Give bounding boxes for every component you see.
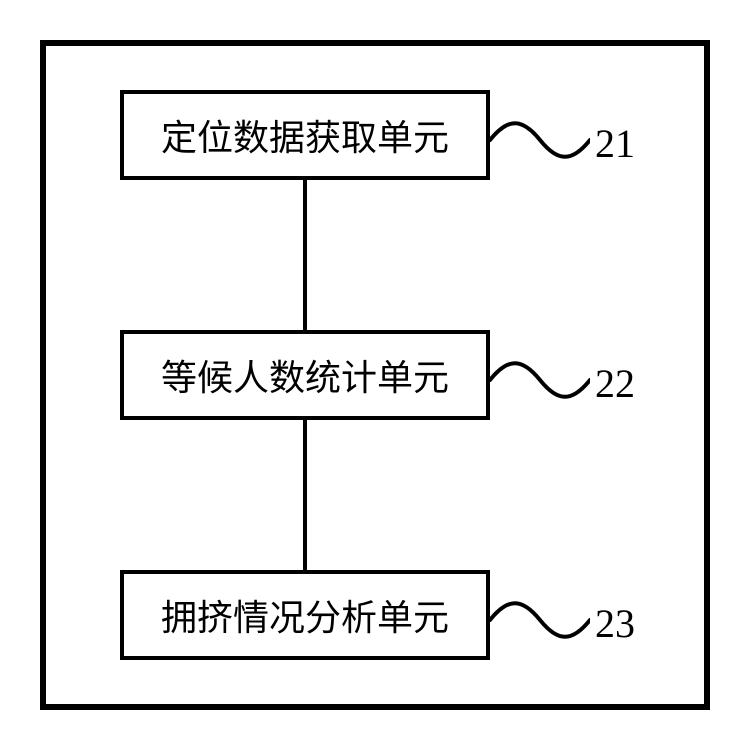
- connector-2-3: [303, 420, 307, 570]
- node-box-2: 等候人数统计单元: [120, 330, 490, 420]
- ref-connector-squiggle-1: [490, 120, 590, 160]
- ref-label-1: 21: [595, 120, 635, 167]
- ref-connector-squiggle-2: [490, 360, 590, 400]
- ref-connector-squiggle-3: [490, 600, 590, 640]
- ref-label-3: 23: [595, 600, 635, 647]
- node-label-3: 拥挤情况分析单元: [161, 589, 449, 641]
- ref-label-2: 22: [595, 360, 635, 407]
- node-label-2: 等候人数统计单元: [161, 349, 449, 401]
- node-box-1: 定位数据获取单元: [120, 90, 490, 180]
- node-label-1: 定位数据获取单元: [161, 109, 449, 161]
- diagram-container: 定位数据获取单元 21 等候人数统计单元 22 拥挤情况分析单元 23: [0, 0, 750, 750]
- node-box-3: 拥挤情况分析单元: [120, 570, 490, 660]
- connector-1-2: [303, 180, 307, 330]
